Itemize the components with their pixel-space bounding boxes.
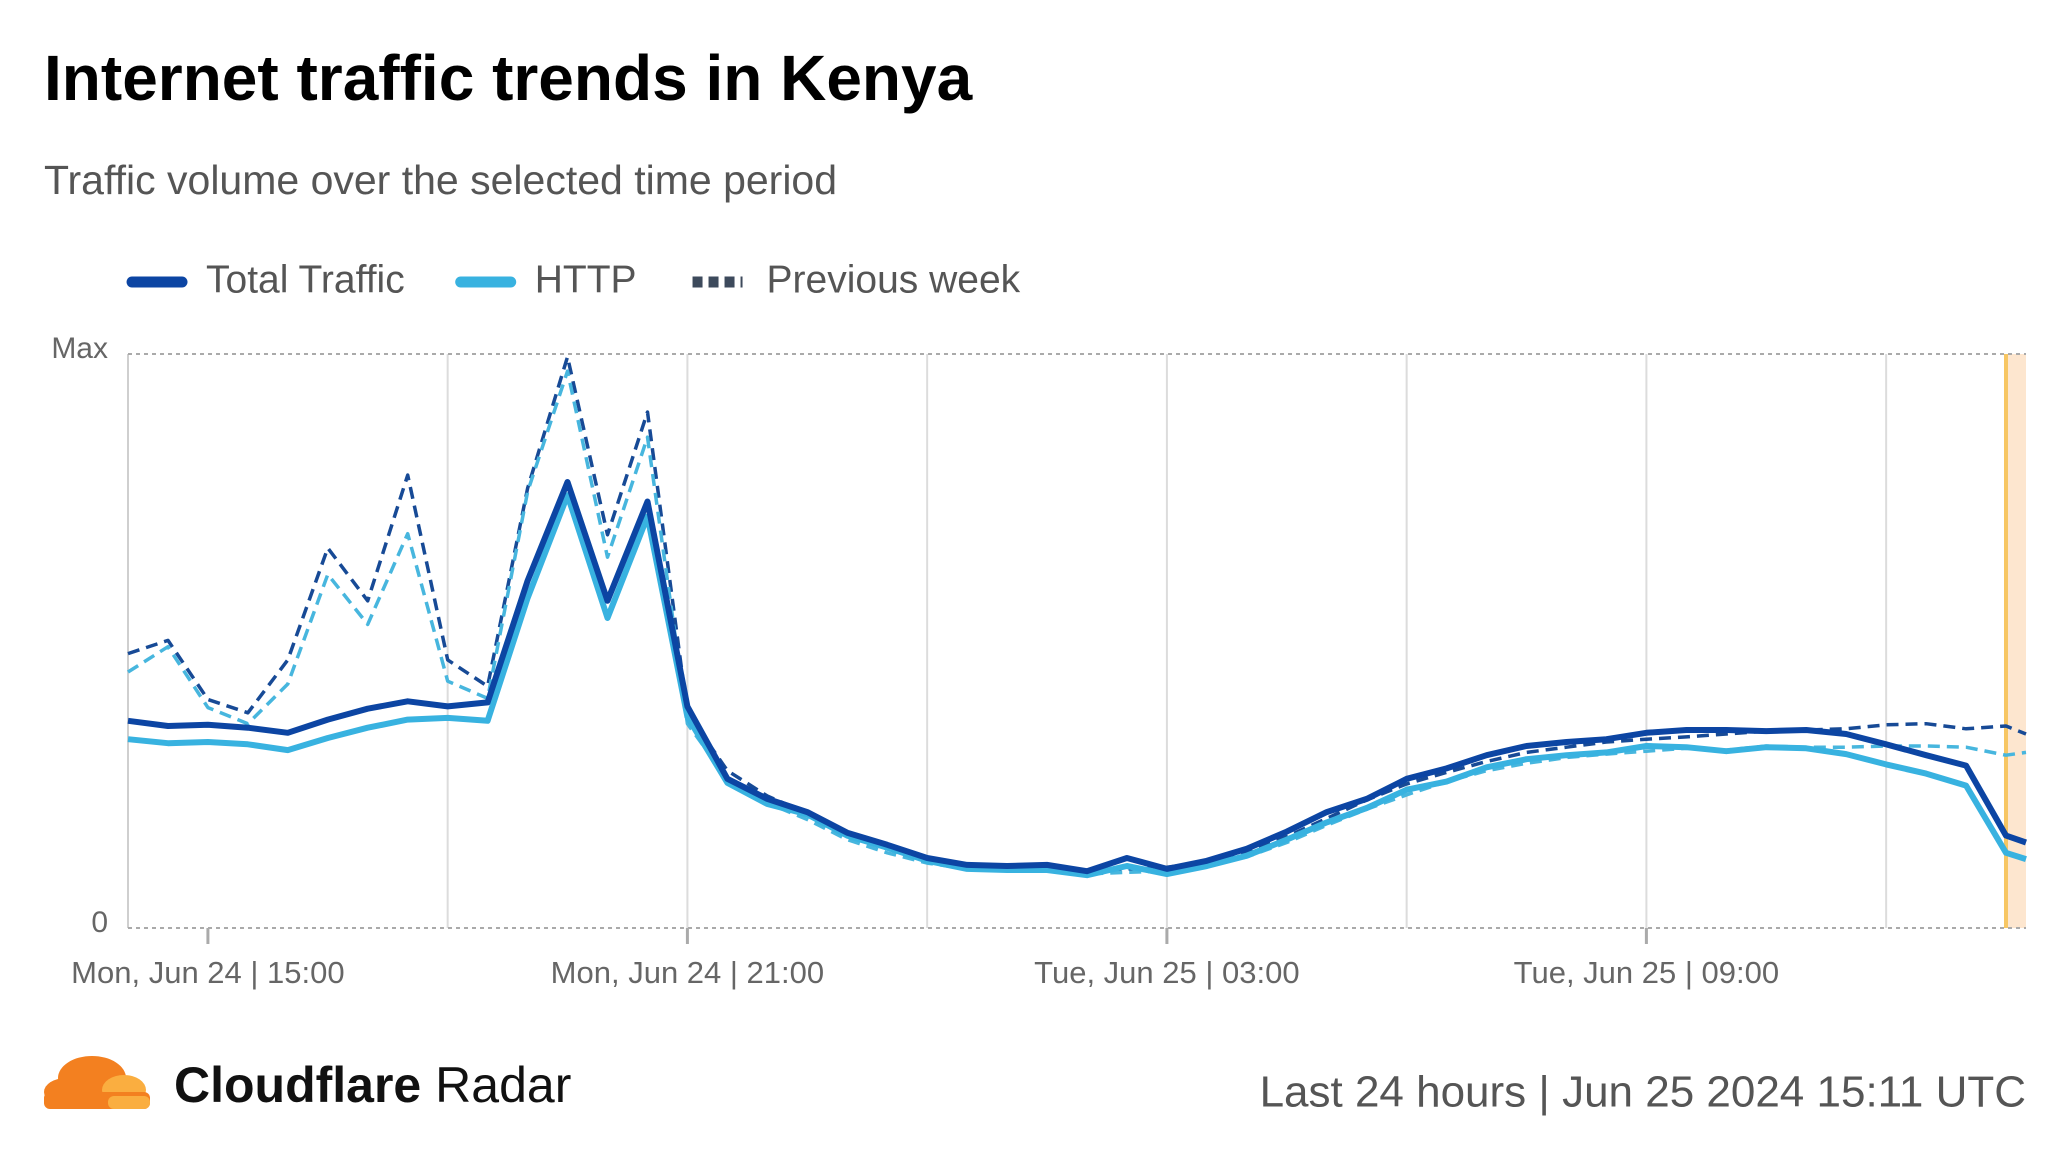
brand-bold: Cloudflare xyxy=(174,1057,421,1113)
previous-week-line xyxy=(127,369,2027,876)
chart-title: Internet traffic trends in Kenya xyxy=(44,42,973,114)
x-tick-label: Tue, Jun 25 | 09:00 xyxy=(1514,955,1779,990)
series-line xyxy=(127,479,2027,875)
plot-lines xyxy=(127,355,2027,879)
legend-label: HTTP xyxy=(535,258,637,301)
y-tick-label: 0 xyxy=(91,906,108,939)
legend-label: Total Traffic xyxy=(206,258,405,301)
brand: Cloudflare Radar xyxy=(174,1057,571,1113)
legend: Total Traffic HTTP Previous week xyxy=(126,258,1021,301)
cloudflare-logo xyxy=(44,1056,150,1109)
legend-label: Previous week xyxy=(767,258,1021,301)
grid xyxy=(127,353,2026,929)
axes: 0 Max Mon, Jun 24 | 15:00 Mon, Jun 24 | 21:… xyxy=(51,332,1779,990)
x-tick-label: Tue, Jun 25 | 03:00 xyxy=(1034,955,1299,990)
current-period-highlight xyxy=(2004,354,2026,928)
period-label: Last 24 hours | Jun 25 2024 15:11 UTC xyxy=(1260,1068,2026,1117)
series-line xyxy=(127,492,2027,879)
previous-week-line xyxy=(127,355,2027,875)
x-tick-label: Mon, Jun 24 | 21:00 xyxy=(551,955,824,990)
y-tick-label: Max xyxy=(51,332,108,365)
x-tick-label: Mon, Jun 24 | 15:00 xyxy=(71,955,344,990)
brand-product: Radar xyxy=(435,1057,571,1113)
chart-subtitle: Traffic volume over the selected time pe… xyxy=(44,157,837,203)
